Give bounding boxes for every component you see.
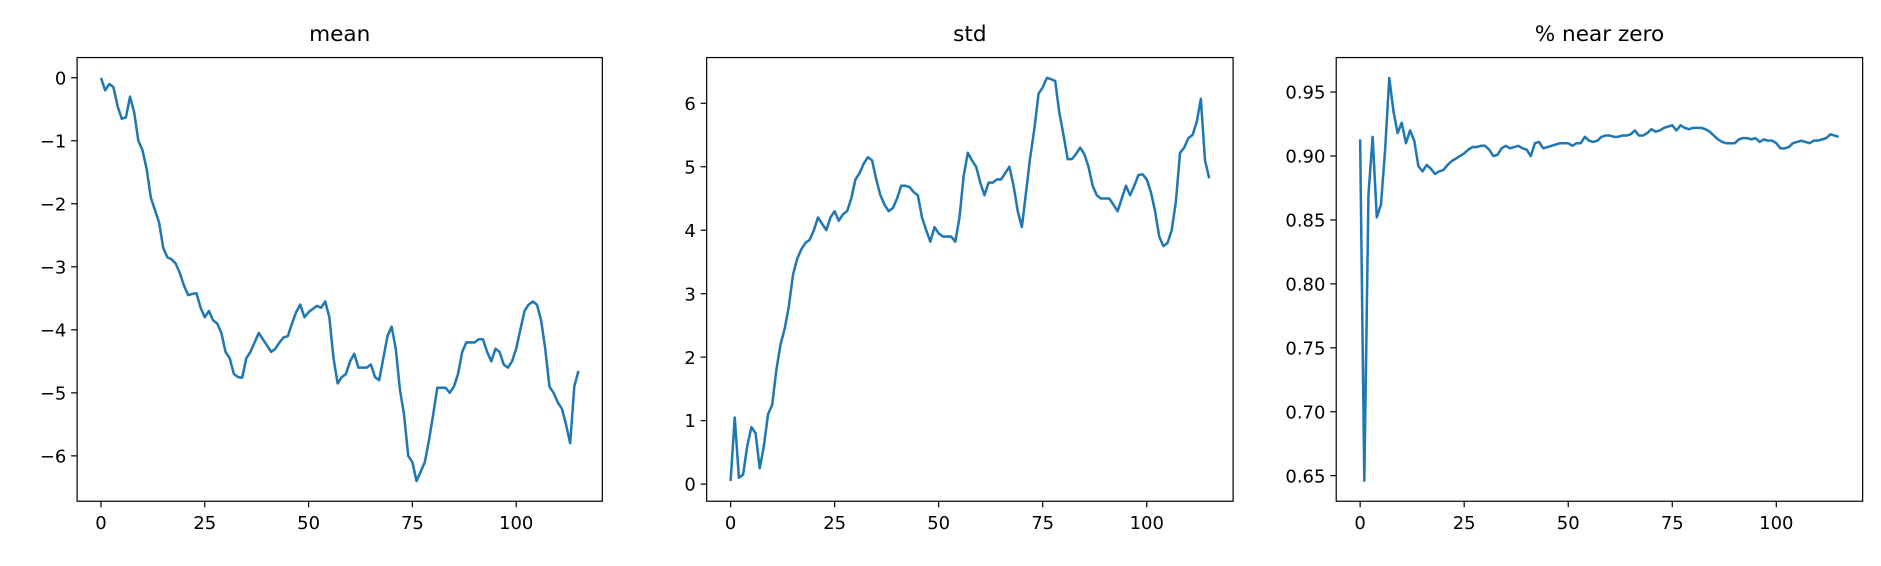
x-tick-label: 100 [1130,513,1164,534]
x-tick-label: 0 [725,513,736,534]
y-tick-label: 5 [684,157,695,178]
axes-frame [706,56,1234,502]
y-tick-label: 0.75 [1285,338,1325,359]
y-tick-label: −6 [40,446,67,467]
x-tick-label: 75 [401,513,424,534]
data-line [729,76,1211,482]
subplot: std 0 25 50 75 100 0 1 2 3 4 5 6 [684,22,1234,534]
plot-area [729,76,1211,482]
y-tick-label: 0 [684,475,695,496]
data-line [1358,76,1840,483]
y-tick-label: 6 [684,94,695,115]
x-tick-label: 25 [193,513,216,534]
y-tick-label: 0.85 [1285,211,1325,232]
x-tick-label: 100 [499,513,533,534]
x-tick-label: 75 [1031,513,1054,534]
axes-frame [1335,56,1864,502]
x-tick-label: 0 [95,513,106,534]
y-tick-label: 0.95 [1285,83,1325,104]
subplot-title: % near zero [1535,22,1664,47]
y-tick-label: 0.70 [1285,402,1325,423]
x-tick-label: 50 [297,513,320,534]
x-tick-label: 25 [823,513,846,534]
x-tick-label: 50 [927,513,950,534]
y-tick-label: 0.90 [1285,147,1325,168]
y-tick-label: −1 [40,131,67,152]
x-tick-label: 75 [1661,513,1684,534]
y-tick-label: −5 [40,383,67,404]
y-tick-label: 0 [55,68,66,89]
plot-area [1358,76,1840,483]
x-tick-label: 25 [1453,513,1476,534]
y-tick-label: 0.80 [1285,274,1325,295]
y-tick-label: 2 [684,348,695,369]
subplot: mean 0 25 50 75 100 −6 −5 −4 −3 −2 −1 0 [40,22,603,534]
subplot: % near zero 0 25 50 75 100 0.65 0.70 0.75 0.80 0.8… [1285,22,1864,534]
subplot-title: mean [309,22,370,47]
x-tick-label: 0 [1354,513,1365,534]
plot-area [99,77,580,483]
y-tick-label: −4 [40,320,67,341]
axes-frame [76,56,603,502]
subplot-title: std [953,22,986,47]
y-tick-label: 0.65 [1285,466,1325,487]
y-tick-label: −2 [40,194,67,215]
y-tick-label: 3 [684,284,695,305]
x-tick-label: 100 [1759,513,1793,534]
y-tick-label: −3 [40,257,67,278]
x-tick-label: 50 [1557,513,1580,534]
data-line [99,77,580,483]
y-tick-label: 1 [684,411,695,432]
y-tick-label: 4 [684,221,695,242]
